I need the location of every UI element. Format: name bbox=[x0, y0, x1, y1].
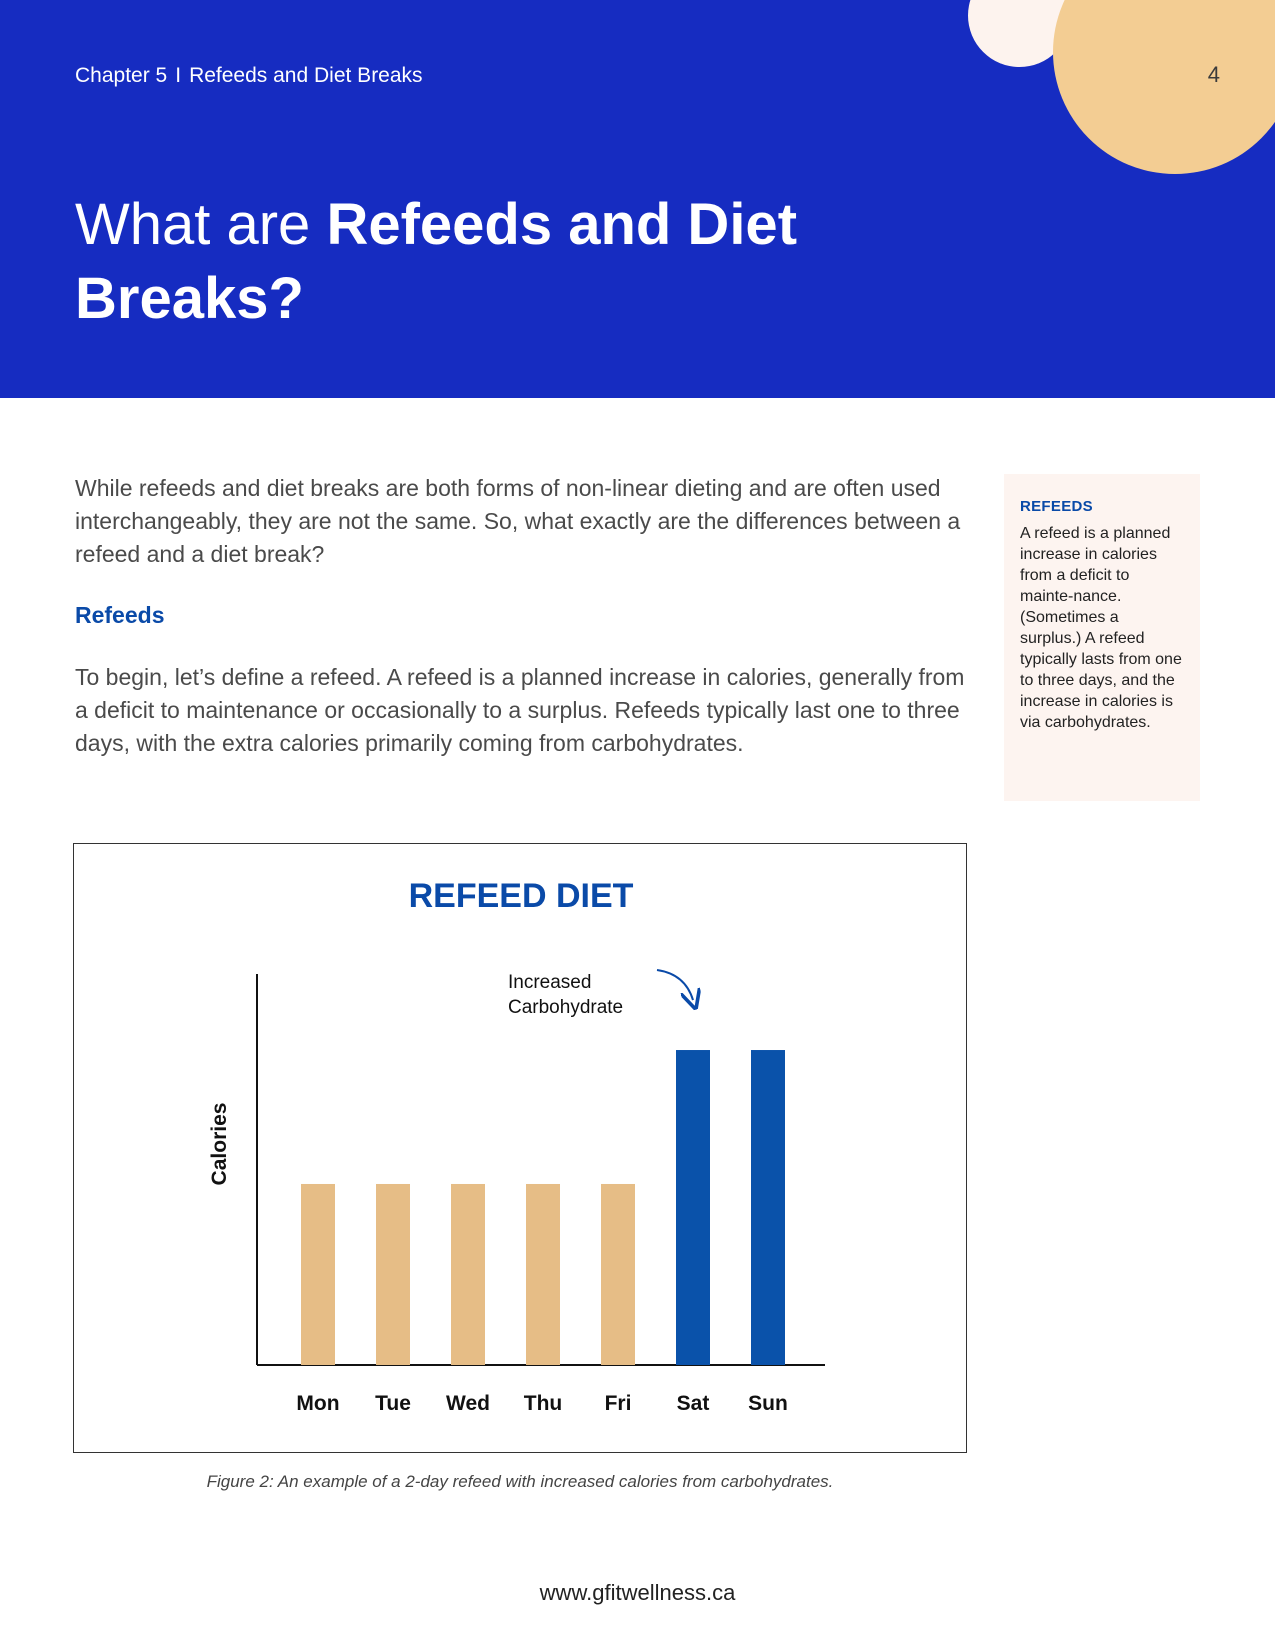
annotation-line-2: Carbohydrate bbox=[508, 997, 623, 1018]
bar-fri bbox=[601, 1183, 635, 1365]
sidebar-body: A refeed is a planned increase in calori… bbox=[1020, 525, 1182, 731]
figure-caption: Figure 2: An example of a 2-day refeed w… bbox=[206, 1472, 834, 1491]
page-title-bold: Refeeds and Diet Breaks? bbox=[75, 192, 798, 331]
sidebar-callout: REFEEDS A refeed is a planned increase i… bbox=[1004, 474, 1200, 801]
annotation-line-1: Increased bbox=[508, 972, 591, 993]
header-band: Chapter 5 I Refeeds and Diet Breaks 4 What… bbox=[0, 0, 1275, 398]
breadcrumb: Chapter 5 I Refeeds and Diet Breaks bbox=[75, 64, 423, 88]
bar-tue bbox=[376, 1183, 410, 1365]
breadcrumb-separator: I bbox=[175, 64, 182, 87]
sidebar-heading: REFEEDS bbox=[1020, 498, 1093, 515]
footer-url: www.gfitwellness.ca bbox=[539, 1580, 736, 1605]
bar-sun bbox=[751, 1050, 785, 1365]
page-title: What are Refeeds and Diet Breaks? bbox=[75, 188, 975, 336]
chapter-title: Refeeds and Diet Breaks bbox=[189, 64, 423, 87]
x-tick-label-tue: Tue bbox=[375, 1392, 411, 1415]
x-tick-label-mon: Mon bbox=[296, 1392, 339, 1415]
x-tick-label-fri: Fri bbox=[605, 1392, 632, 1415]
y-axis-label: Calories bbox=[208, 1103, 231, 1186]
x-tick-label-sat: Sat bbox=[677, 1392, 710, 1415]
bar-mon bbox=[301, 1183, 335, 1365]
bar-wed bbox=[451, 1183, 485, 1365]
refeed-definition-paragraph: To begin, let’s define a refeed. A refee… bbox=[75, 664, 965, 756]
page-title-regular: What are bbox=[75, 192, 327, 257]
chart-figure: REFEED DIET Calories Mon Tue Wed Thu Fri Sat Sun… bbox=[73, 843, 967, 1453]
page-number: 4 bbox=[1207, 62, 1220, 87]
annotation-arrow bbox=[656, 969, 693, 1000]
refeed-bar-chart: REFEED DIET Calories Mon Tue Wed Thu Fri Sat Sun… bbox=[208, 877, 825, 1415]
bar-thu bbox=[526, 1183, 560, 1365]
bar-sat bbox=[676, 1050, 710, 1365]
x-tick-label-thu: Thu bbox=[524, 1392, 562, 1415]
intro-paragraph: While refeeds and diet breaks are both f… bbox=[75, 475, 961, 567]
decorative-circle-large bbox=[1053, 0, 1275, 174]
x-tick-label-wed: Wed bbox=[446, 1392, 490, 1415]
x-tick-label-sun: Sun bbox=[748, 1392, 788, 1415]
chart-title: REFEED DIET bbox=[409, 877, 634, 915]
section-heading-refeeds: Refeeds bbox=[75, 602, 165, 628]
chapter-label: Chapter 5 bbox=[75, 64, 168, 87]
